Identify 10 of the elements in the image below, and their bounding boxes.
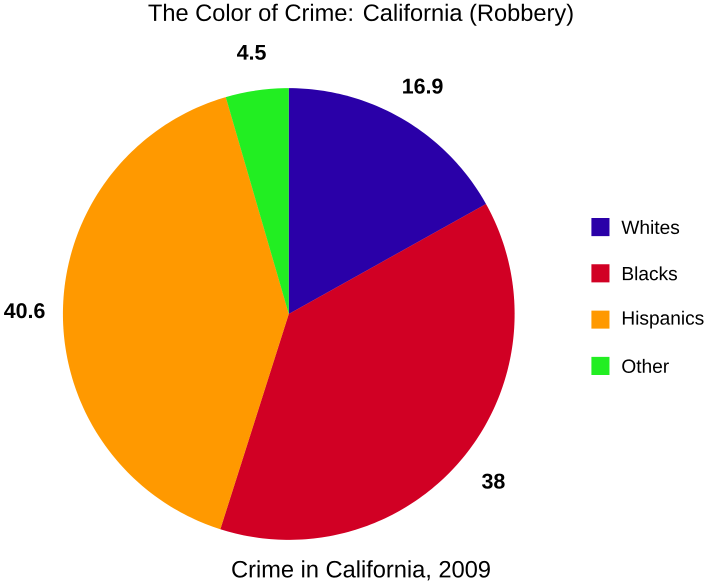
legend-label: Other — [622, 358, 669, 373]
data-label: 4.5 — [237, 44, 266, 60]
chart-title: The Color of Crime: California (Robbery) — [148, 4, 573, 26]
data-label: 38 — [482, 473, 505, 489]
legend-label: Hispanics — [622, 310, 704, 328]
legend-label: Whites — [621, 220, 680, 234]
text: Crime in California, 2009 — [232, 560, 490, 580]
data-label: 16.9 — [403, 78, 443, 94]
data-label: 40.6 — [4, 303, 45, 318]
legend-label: Blacks — [622, 266, 677, 280]
